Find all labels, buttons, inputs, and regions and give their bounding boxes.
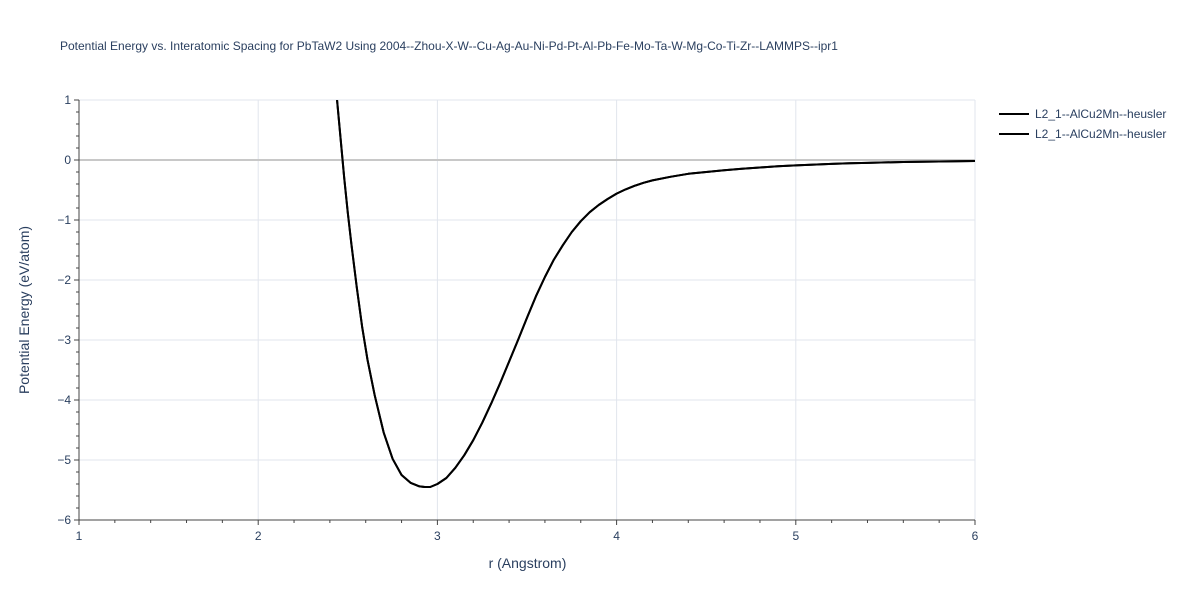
legend[interactable]: L2_1--AlCu2Mn--heusler L2_1--AlCu2Mn--heu…: [999, 107, 1166, 141]
legend-item-2[interactable]: L2_1--AlCu2Mn--heusler: [999, 127, 1166, 141]
x-tick-label: 6: [972, 529, 979, 543]
x-axis-title: r (Angstrom): [489, 555, 567, 571]
x-tick-label: 1: [76, 529, 83, 543]
x-tick-label: 3: [434, 529, 441, 543]
y-tick-label: −3: [57, 333, 71, 347]
y-tick-label: −1: [57, 213, 71, 227]
legend-label: L2_1--AlCu2Mn--heusler: [1035, 127, 1166, 141]
grid-layer: [79, 99, 976, 520]
legend-label: L2_1--AlCu2Mn--heusler: [1035, 107, 1166, 121]
y-axis-title: Potential Energy (eV/atom): [16, 226, 32, 394]
y-tick-label: −2: [57, 273, 71, 287]
chart-title: Potential Energy vs. Interatomic Spacing…: [60, 39, 838, 53]
series-layer: [336, 100, 975, 488]
y-tick-label: 1: [64, 93, 71, 107]
series-line-2: [336, 100, 975, 488]
axes-layer: 1 2 3 4 5 6 1 0 −1 −2 −3 −4 −5 −6: [57, 93, 978, 543]
y-tick-label: −5: [57, 453, 71, 467]
x-tick-label: 5: [792, 529, 799, 543]
y-tick-label: −4: [57, 393, 71, 407]
x-tick-label: 2: [255, 529, 262, 543]
legend-item-1[interactable]: L2_1--AlCu2Mn--heusler: [999, 107, 1166, 121]
y-tick-label: 0: [64, 153, 71, 167]
y-tick-label: −6: [57, 513, 71, 527]
series-clip-group: [336, 100, 975, 488]
x-tick-label: 4: [613, 529, 620, 543]
